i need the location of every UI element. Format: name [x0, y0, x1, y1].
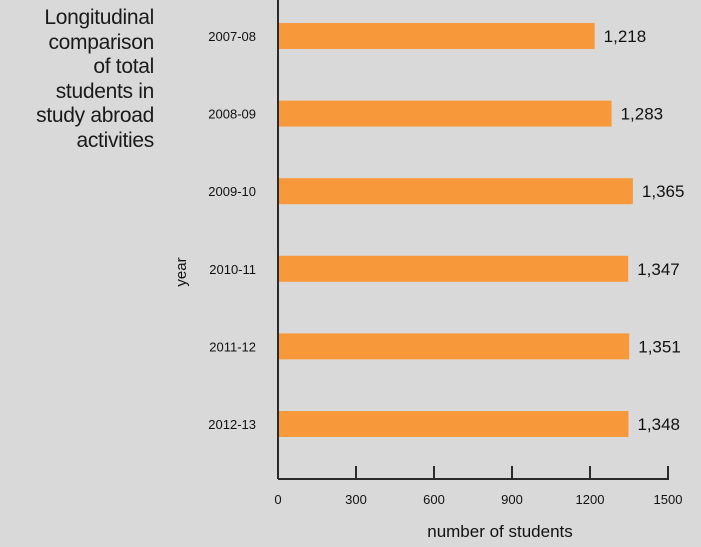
y-axis-label: year: [173, 257, 190, 286]
side-title-line: of total: [93, 55, 154, 78]
x-tick-label: 0: [274, 492, 281, 507]
category-label: 2011-12: [209, 339, 256, 354]
bar: [278, 333, 630, 360]
x-tick-label: 1200: [576, 492, 605, 507]
chart-side-title: Longitudinal comparison of total student…: [0, 6, 154, 153]
x-tick-label: 300: [345, 492, 367, 507]
bar-value-label: 1,351: [638, 337, 681, 356]
x-tick-label: 600: [423, 492, 445, 507]
side-title-line: comparison: [48, 30, 154, 54]
bar-value-label: 1,283: [621, 105, 664, 124]
x-ticks-group: 0 300 600 900 1200 1500: [274, 466, 682, 507]
bar: [278, 411, 629, 437]
bar-value-label: 1,348: [637, 415, 680, 434]
category-label: 2008-09: [208, 107, 256, 122]
x-axis-label: number of students: [427, 522, 573, 541]
side-title-line: study abroad: [36, 104, 154, 127]
category-labels-group: 2007-08 2008-09 2009-10 2010-11 2011-12 2012-…: [208, 29, 256, 432]
category-label: 2012-13: [208, 417, 256, 432]
bar-value-label: 1,347: [637, 260, 680, 279]
value-labels-group: 1,218 1,283 1,365 1,347 1,351 1,348: [604, 27, 685, 434]
bar: [278, 23, 595, 49]
side-title-line: Longitudinal: [44, 6, 154, 29]
category-label: 2010-11: [209, 262, 256, 277]
x-tick-label: 900: [501, 492, 523, 507]
bar-value-label: 1,365: [642, 182, 685, 201]
bar: [278, 255, 629, 282]
bars-group: [278, 23, 633, 437]
category-label: 2007-08: [208, 29, 256, 44]
bar: [278, 100, 612, 127]
bar: [278, 178, 633, 205]
side-title-line: activities: [76, 128, 154, 152]
x-tick-label: 1500: [654, 492, 683, 507]
category-label: 2009-10: [208, 184, 256, 199]
bar-value-label: 1,218: [604, 27, 647, 46]
side-title-line: students in: [55, 79, 155, 103]
